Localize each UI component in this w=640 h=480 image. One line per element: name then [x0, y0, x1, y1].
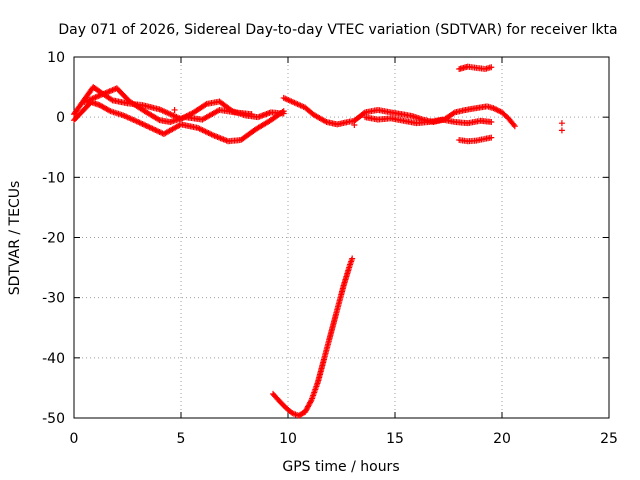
- data-point: [202, 101, 209, 108]
- data-point: [155, 116, 162, 123]
- data-point: [558, 127, 565, 134]
- data-point: [360, 110, 367, 117]
- y-tick-label: 0: [56, 110, 65, 126]
- x-tick-label: 0: [70, 431, 79, 447]
- y-tick-label: -10: [42, 170, 65, 186]
- axis-ticks: 0 5 10 15 20 25 -50 -40 -30 -20 -10 0 10: [42, 50, 618, 447]
- grid-lines: [74, 57, 609, 418]
- series-track-h: [270, 255, 356, 419]
- x-tick-label: 10: [279, 431, 297, 447]
- data-point: [106, 107, 113, 114]
- y-tick-label: -40: [42, 351, 65, 367]
- x-axis-label: GPS time / hours: [282, 459, 399, 475]
- data-point: [280, 108, 287, 115]
- data-point: [171, 106, 178, 113]
- x-tick-label: 25: [600, 431, 618, 447]
- y-tick-label: 10: [47, 50, 65, 66]
- data-point: [279, 109, 286, 116]
- data-point: [351, 121, 358, 128]
- y-tick-label: -30: [42, 291, 65, 307]
- data-point: [488, 118, 495, 125]
- y-tick-label: -20: [42, 231, 65, 247]
- data-point: [108, 96, 115, 103]
- x-tick-label: 20: [493, 431, 511, 447]
- x-tick-label: 5: [177, 431, 186, 447]
- data-point: [558, 120, 565, 127]
- data-point: [511, 123, 518, 130]
- chart-title: Day 071 of 2026, Sidereal Day-to-day VTE…: [58, 22, 617, 38]
- y-tick-label: -50: [42, 411, 65, 427]
- data-point: [488, 134, 495, 141]
- data-point: [307, 398, 314, 405]
- series-track-e: [362, 114, 495, 127]
- x-tick-label: 15: [386, 431, 404, 447]
- data-point: [248, 111, 255, 118]
- data-points: [71, 63, 565, 419]
- series-track-g: [456, 134, 495, 145]
- series-track-d: [280, 94, 518, 130]
- y-axis-label: SDTVAR / TECUs: [7, 181, 23, 296]
- series-track-f: [456, 63, 495, 73]
- data-point: [510, 121, 517, 128]
- series-track-c: [81, 85, 255, 125]
- data-point: [349, 255, 356, 262]
- data-point: [450, 110, 457, 117]
- data-point: [488, 64, 495, 71]
- series-outliers: [171, 106, 565, 134]
